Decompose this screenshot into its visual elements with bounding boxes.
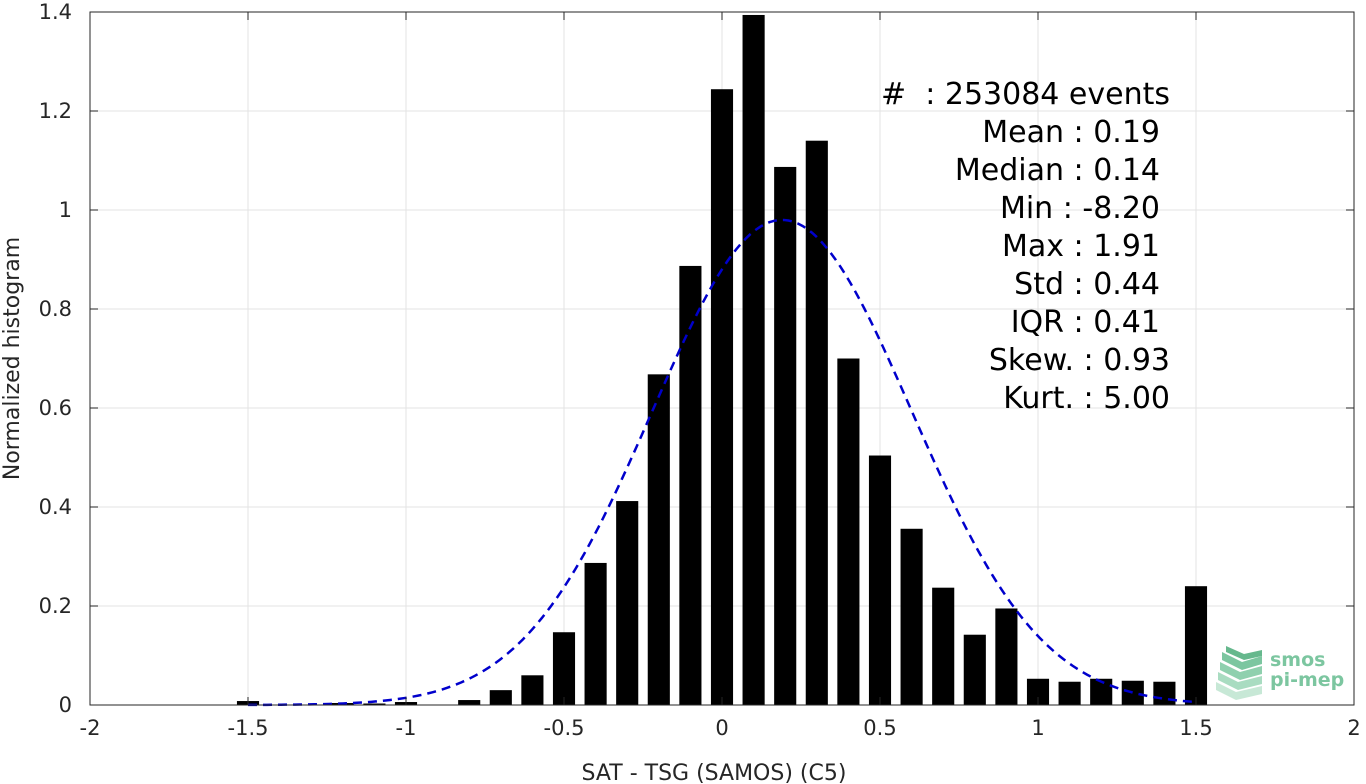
histogram-bar	[932, 587, 955, 705]
histogram-bar	[837, 358, 860, 705]
stat-mean: Mean : 0.19	[982, 115, 1160, 150]
histogram-bar	[363, 703, 386, 705]
stat-events: # : 253084 events	[881, 77, 1170, 112]
y-tick-label: 0.4	[39, 495, 72, 519]
histogram-bar	[647, 374, 670, 705]
x-tick-label: -0.5	[544, 716, 585, 740]
histogram-bar	[1121, 680, 1144, 705]
x-tick-label: 1	[1031, 716, 1044, 740]
histogram-bar	[963, 634, 986, 705]
histogram-bar	[900, 528, 923, 705]
y-tick-label: 1.2	[39, 99, 72, 123]
x-tick-label: 2	[1347, 716, 1360, 740]
histogram-bar	[710, 89, 734, 706]
y-tick-label: 0.6	[39, 396, 72, 420]
stat-std: Std : 0.44	[1014, 267, 1160, 302]
histogram-bar	[489, 690, 512, 705]
histogram-bar	[584, 562, 607, 705]
histogram-bar	[679, 265, 702, 705]
y-tick-label: 0	[59, 693, 72, 717]
y-tick-label: 1	[59, 198, 72, 222]
histogram-bar	[1026, 678, 1050, 705]
histogram-bar	[868, 455, 892, 705]
stat-skew: Skew. : 0.93	[989, 343, 1170, 378]
histogram-bar	[1058, 681, 1081, 705]
x-axis-ticks: -2 -1.5 -1 -0.5 0 0.5 1 1.5 2	[80, 12, 1361, 740]
logo-line2: pi-mep	[1270, 669, 1344, 691]
x-tick-label: -1	[396, 716, 417, 740]
x-tick-label: 0.5	[863, 716, 896, 740]
histogram-bar	[616, 501, 639, 705]
histogram-bar	[521, 675, 544, 705]
y-axis-ticks: 0 0.2 0.4 0.6 0.8 1 1.2 1.4	[39, 0, 1354, 717]
histogram-bar	[1153, 681, 1176, 705]
histogram-bar	[1090, 678, 1113, 705]
logo-line1: smos	[1270, 649, 1325, 671]
histogram-bar	[995, 608, 1018, 705]
stat-kurt: Kurt. : 5.00	[1003, 381, 1170, 416]
histogram-bar	[1184, 586, 1208, 705]
y-tick-label: 0.2	[39, 594, 72, 618]
x-tick-label: -1.5	[228, 716, 269, 740]
stat-median: Median : 0.14	[955, 153, 1160, 188]
y-tick-label: 0.8	[39, 297, 72, 321]
smos-pimep-logo: smos pi-mep	[1216, 646, 1344, 700]
stats-annotation: # : 253084 events Mean : 0.19 Median : 0…	[881, 77, 1170, 416]
x-tick-label: 0	[715, 716, 728, 740]
logo-layers-icon	[1216, 646, 1262, 700]
stat-min: Min : -8.20	[1000, 191, 1160, 226]
x-axis-label: SAT - TSG (SAMOS) (C5)	[582, 761, 847, 784]
x-tick-label: -2	[80, 716, 101, 740]
y-tick-label: 1.4	[39, 0, 72, 24]
histogram-bar	[742, 14, 765, 706]
histogram-bar	[805, 140, 828, 705]
y-axis-label: Normalized histogram	[0, 237, 25, 480]
histogram-bar	[552, 632, 576, 705]
stat-iqr: IQR : 0.41	[1011, 305, 1160, 340]
histogram-bars	[236, 14, 1208, 706]
stat-max: Max : 1.91	[1002, 229, 1160, 264]
histogram-bar	[774, 166, 797, 705]
histogram-bar	[458, 700, 481, 705]
x-tick-label: 1.5	[1179, 716, 1212, 740]
